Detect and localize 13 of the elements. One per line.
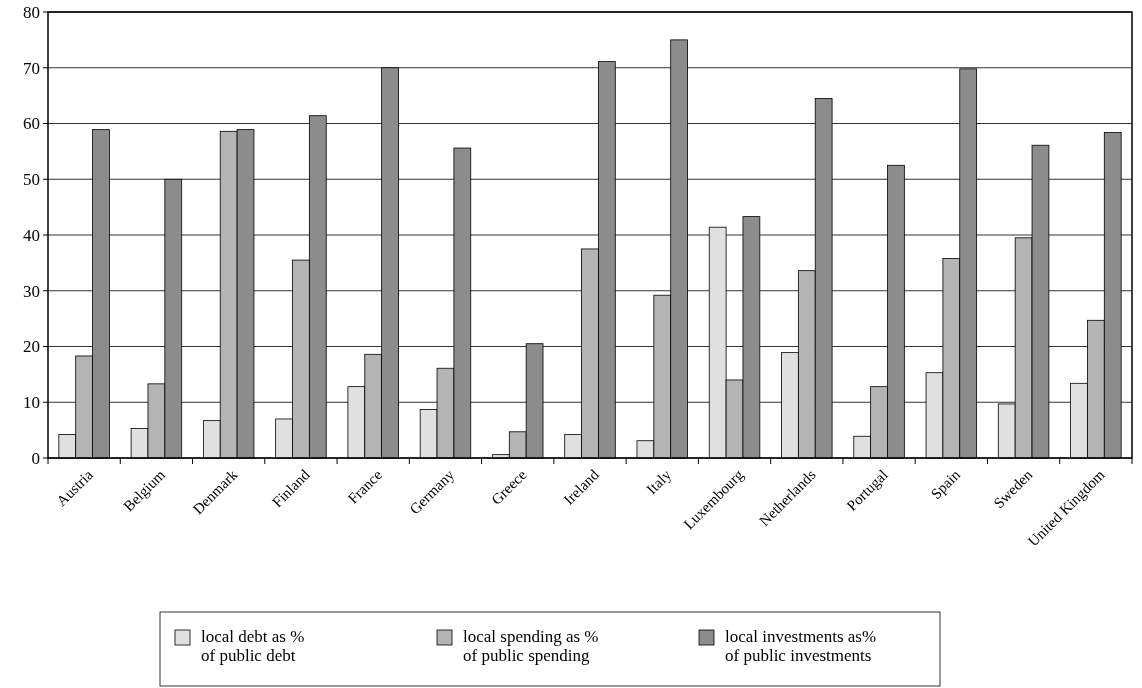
y-tick-label: 10 [23,393,40,413]
legend-label: local spending as % of public spending [463,627,599,665]
y-tick-label: 70 [23,58,40,78]
legend-label: local investments as% of public investments [725,627,877,665]
y-tick-label: 50 [23,170,40,190]
y-tick-label: 0 [31,448,40,468]
y-tick-label: 30 [23,281,40,301]
y-tick-label: 40 [23,225,40,245]
legend-label: local debt as % of public debt [201,627,305,665]
y-tick-label: 80 [23,2,40,22]
y-tick-label: 60 [23,114,40,134]
y-tick-label: 20 [23,337,40,357]
x-tick-label: Italy [643,466,675,498]
